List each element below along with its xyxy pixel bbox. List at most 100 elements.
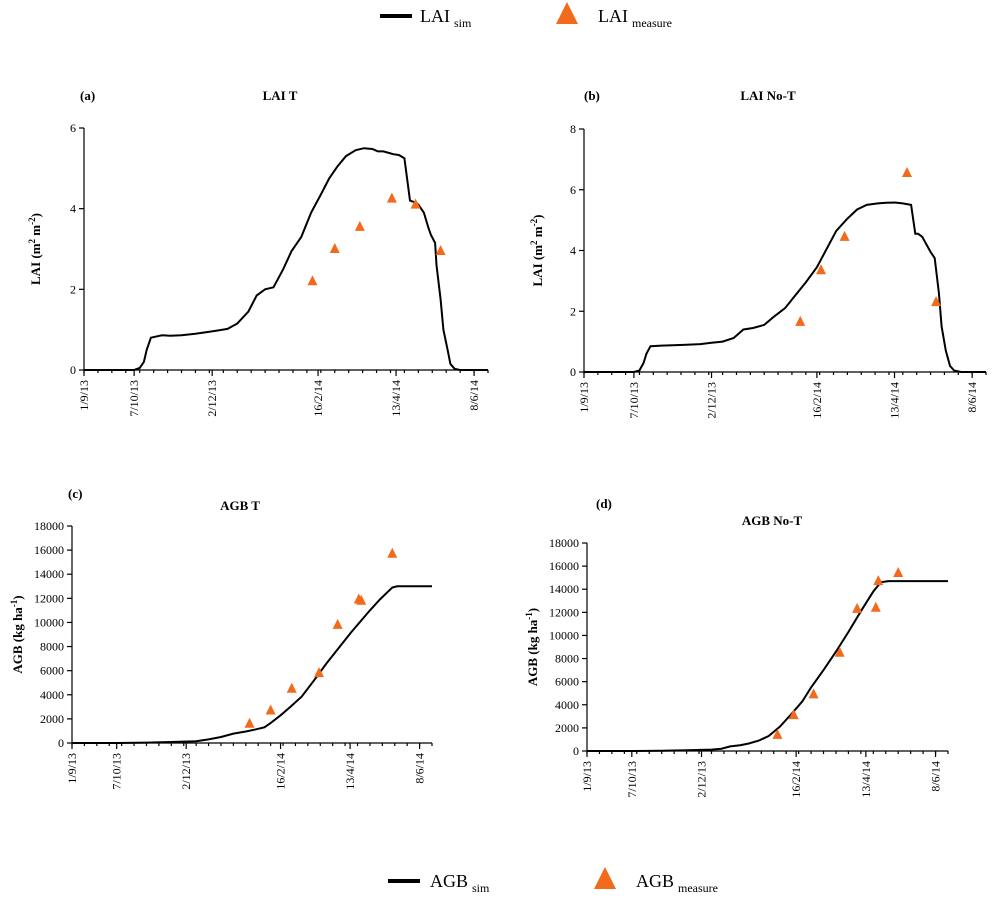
- measured-point: [870, 601, 881, 612]
- panel-label: (c): [68, 486, 82, 501]
- measured-point: [893, 567, 904, 578]
- y-axis-label: AGB (kg ha-1): [524, 608, 540, 686]
- panel-d-agb-no-t: (d) AGB No-T 0 2000 4000 6000 8000 10000 12000 14…: [524, 496, 949, 798]
- y-tick-label: 6: [70, 121, 76, 135]
- y-tick-label: 6000: [555, 675, 579, 689]
- simulated-line: [84, 147, 488, 371]
- panel-title: AGB No-T: [742, 513, 803, 528]
- measured-point: [356, 594, 367, 605]
- measured-point: [265, 704, 276, 715]
- x-tick-label: 8/6/14: [467, 380, 481, 411]
- measured-point: [839, 230, 850, 241]
- panel-title: AGB T: [220, 498, 260, 513]
- panel-label: (a): [80, 88, 95, 103]
- measured-point: [244, 717, 255, 728]
- legend-bottom-measure-marker: [594, 867, 616, 889]
- legend-top-measure-label: LAI measure: [598, 6, 672, 30]
- x-tick-label: 16/2/14: [810, 382, 824, 419]
- y-tick-label: 12000: [34, 591, 64, 605]
- simulated-line: [72, 585, 432, 744]
- y-tick-label: 0: [570, 365, 576, 379]
- y-tick-label: 8: [570, 122, 576, 136]
- measured-point: [387, 547, 398, 558]
- y-tick-label: 4000: [555, 698, 579, 712]
- measured-point: [834, 646, 845, 657]
- measured-point: [852, 602, 863, 613]
- y-axis-label: LAI (m2 m-2): [27, 213, 43, 285]
- measured-point: [307, 275, 318, 286]
- legend-top: LAI sim LAI measure: [380, 2, 672, 30]
- measured-point: [816, 264, 827, 275]
- measured-point: [931, 296, 942, 307]
- measured-point: [435, 245, 446, 256]
- x-tick-label: 2/12/13: [705, 382, 719, 419]
- x-tick-label: 7/10/13: [627, 382, 641, 419]
- x-tick-label: 13/4/14: [343, 753, 357, 790]
- x-tick-label: 7/10/13: [110, 753, 124, 790]
- y-tick-label: 18000: [34, 519, 64, 533]
- x-tick-label: 16/2/14: [789, 761, 803, 798]
- legend-bottom: AGB sim AGB measure: [388, 867, 718, 895]
- measured-point: [788, 709, 799, 720]
- x-tick-label: 1/9/13: [577, 382, 591, 413]
- measured-point: [386, 192, 397, 203]
- measured-point: [314, 667, 325, 678]
- y-tick-label: 12000: [549, 605, 579, 619]
- y-tick-label: 4000: [40, 688, 64, 702]
- legend-bottom-measure-label: AGB measure: [636, 871, 718, 895]
- measured-point: [873, 575, 884, 586]
- y-tick-label: 6000: [40, 664, 64, 678]
- panel-a-lai-t: (a) LAI T 0 2 4 6 1/9/13 7/10/13 2/12/13 16/2/14 1…: [27, 88, 489, 417]
- y-tick-label: 0: [573, 744, 579, 758]
- y-tick-label: 14000: [34, 567, 64, 581]
- measured-point: [410, 198, 421, 209]
- x-tick-label: 1/9/13: [580, 761, 594, 792]
- y-axis-label: AGB (kg ha-1): [9, 595, 25, 673]
- measured-point: [772, 728, 783, 739]
- x-tick-label: 16/2/14: [311, 380, 325, 417]
- simulated-line: [587, 580, 948, 752]
- y-tick-label: 10000: [34, 615, 64, 629]
- y-tick-label: 8000: [555, 652, 579, 666]
- measured-point: [354, 220, 365, 231]
- y-tick-label: 6: [570, 183, 576, 197]
- y-tick-label: 16000: [549, 559, 579, 573]
- x-tick-label: 2/12/13: [179, 753, 193, 790]
- x-tick-label: 1/9/13: [65, 753, 79, 784]
- x-tick-label: 2/12/13: [205, 380, 219, 417]
- y-tick-label: 0: [70, 363, 76, 377]
- y-tick-label: 2000: [555, 721, 579, 735]
- panel-c-agb-t: (c) AGB T 0 2000 4000 6000 8000 10000 12000 14000…: [9, 486, 433, 790]
- y-tick-label: 4: [70, 202, 76, 216]
- x-tick-label: 1/9/13: [77, 380, 91, 411]
- y-tick-label: 8000: [40, 640, 64, 654]
- measured-point: [795, 315, 806, 326]
- x-tick-label: 16/2/14: [274, 753, 288, 790]
- y-tick-label: 2: [70, 282, 76, 296]
- y-tick-label: 2: [570, 304, 576, 318]
- panel-title: LAI T: [263, 88, 298, 103]
- y-axis-label: LAI (m2 m-2): [529, 215, 545, 287]
- y-tick-label: 16000: [34, 543, 64, 557]
- measured-point: [901, 167, 912, 178]
- x-tick-label: 2/12/13: [695, 761, 709, 798]
- measured-point: [286, 682, 297, 693]
- panel-b-lai-no-t: (b) LAI No-T 0 2 4 6 8 1/9/13 7/10/13 2/12/13 16/2…: [529, 88, 987, 419]
- x-tick-label: 7/10/13: [127, 380, 141, 417]
- legend-bottom-sim-label: AGB sim: [430, 871, 490, 895]
- x-tick-label: 13/4/14: [888, 382, 902, 419]
- x-tick-label: 8/6/14: [965, 382, 979, 413]
- y-tick-label: 2000: [40, 712, 64, 726]
- x-tick-label: 13/4/14: [859, 761, 873, 798]
- x-tick-label: 8/6/14: [929, 761, 943, 792]
- panel-label: (b): [584, 88, 600, 103]
- measured-point: [808, 688, 819, 699]
- legend-top-sim-label: LAI sim: [420, 6, 472, 30]
- legend-top-measure-marker: [556, 2, 578, 24]
- panel-title: LAI No-T: [740, 88, 796, 103]
- panel-label: (d): [596, 496, 612, 511]
- measured-point: [329, 243, 340, 253]
- y-tick-label: 18000: [549, 536, 579, 550]
- y-tick-label: 0: [58, 736, 64, 750]
